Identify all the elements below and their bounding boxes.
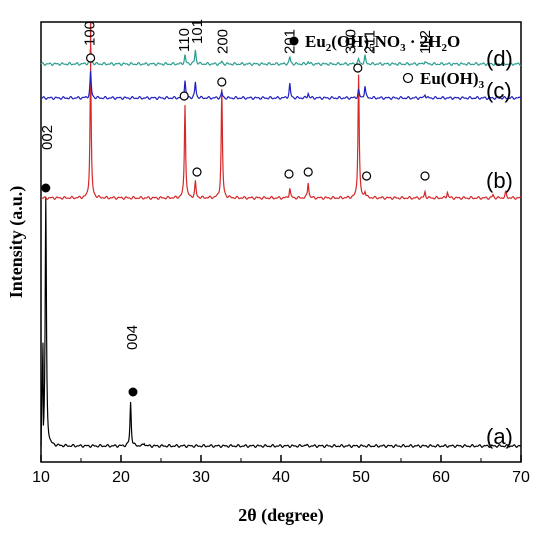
series-line-d [40,47,522,67]
x-tick-label-40: 40 [272,469,290,486]
legend-entry-1-part-3: 5 [369,42,375,54]
curve-label-3: (d) [486,46,513,71]
legend-entry-1-part-0: Eu [305,32,326,51]
x-tick-label-10: 10 [32,469,50,486]
peak-label-100: 100 [82,21,99,46]
peak-label-211: 211 [362,30,379,54]
open-marker-6 [353,63,363,73]
axis-layer: 10 20 30 40 50 60 70 2θ (degree) Intensity (a.u.… [6,186,530,526]
open-marker-2 [192,167,202,177]
legend-entry-2-part-0: Eu(OH) [420,69,479,88]
curve-label-0: (a) [486,424,513,449]
legend-entry-1-part-8: O [447,32,460,51]
legend-entry-2-part-1: 3 [479,79,485,91]
legend-marker-open [402,72,414,84]
legend-entry-1: Eu2(OH)5NO3 · 2H2O [305,32,460,54]
legend-entry-1-part-2: (OH) [331,32,369,51]
peak-label-004: 004 [124,325,141,350]
x-tick-label-30: 30 [192,469,210,486]
peak-label-300: 300 [342,29,359,54]
x-axis-title: 2θ (degree) [238,505,324,526]
y-axis-title: Intensity (a.u.) [6,186,27,299]
legend-entry-1-part-4: NO [375,32,401,51]
open-marker-5 [303,167,313,177]
open-marker-4 [284,169,294,179]
label-layer: 100110101200201300211112002004(a)(b)(c)(… [39,19,513,449]
open-marker-3 [217,77,227,87]
x-tick-label-20: 20 [112,469,130,486]
peak-label-101: 101 [189,19,206,44]
plot-area [40,21,522,463]
curve-label-2: (c) [486,78,512,103]
legend-entry-1-part-5: 3 [400,42,406,54]
series-line-a [40,196,522,449]
plot-frame [40,21,522,463]
series-layer [40,22,522,449]
legend-entry-1-part-7: 2 [441,42,447,54]
x-tick-label-50: 50 [352,469,370,486]
legend-entry-1-part-6: · 2H [406,32,442,51]
x-tick-label-60: 60 [432,469,450,486]
open-marker-8 [420,171,430,181]
legend-marker-filled [289,36,299,46]
series-line-b [40,65,522,200]
peak-label-002: 002 [39,125,56,150]
open-marker-0 [85,53,96,63]
open-marker-1 [179,91,189,101]
open-marker-7 [362,171,372,181]
marker-layer [41,53,430,397]
legend-entry-2: Eu(OH)3 [420,69,485,91]
legend-entry-1-part-1: 2 [326,42,332,54]
x-tick-label-70: 70 [512,469,530,486]
peak-label-112: 112 [417,30,434,54]
peak-label-110: 110 [176,28,193,52]
peak-label-200: 200 [214,29,231,54]
curve-label-1: (b) [486,168,513,193]
filled-marker-0 [41,183,51,193]
series-line-c [40,71,522,101]
filled-marker-1 [128,387,138,397]
